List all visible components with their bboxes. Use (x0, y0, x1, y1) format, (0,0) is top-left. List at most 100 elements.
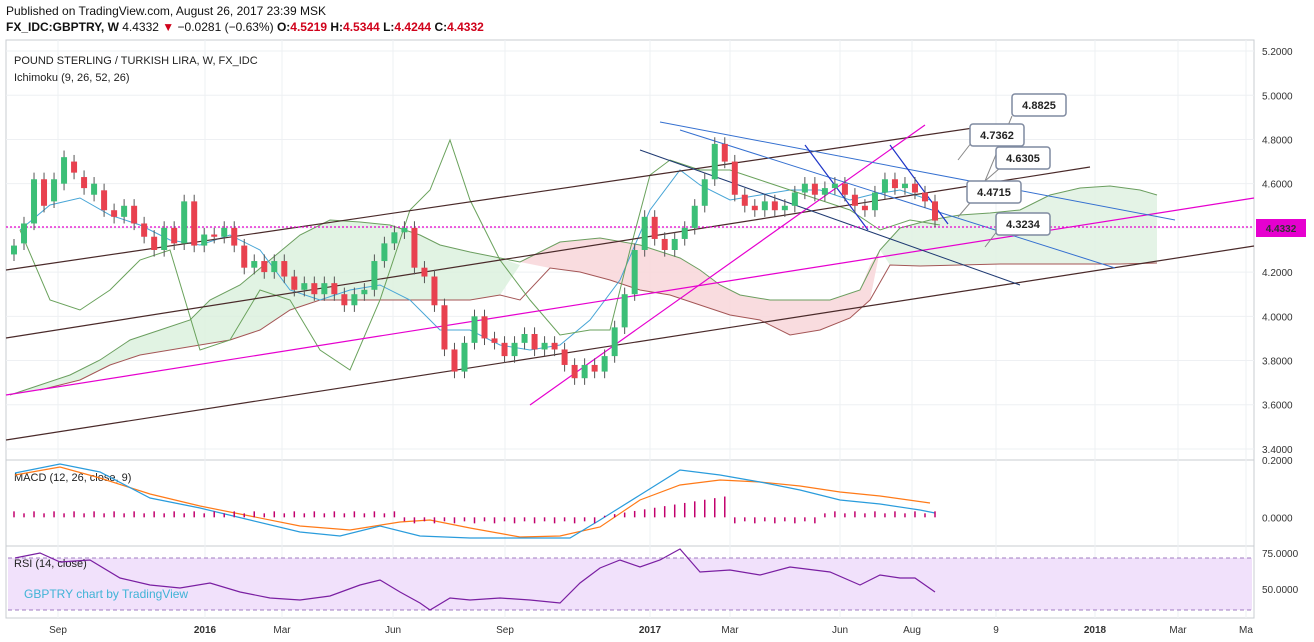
macd-panel (5, 459, 1255, 547)
candle-body (501, 342, 508, 357)
candle-body (591, 364, 598, 372)
macd-axis: 0.2000 0.0000 (1262, 456, 1293, 524)
ichimoku-label: Ichimoku (9, 26, 52, 26) (14, 72, 130, 84)
price-tick: 3.8000 (1262, 357, 1293, 368)
candle-body (861, 205, 868, 211)
candle-body (921, 192, 928, 202)
candle-body (811, 183, 818, 195)
candle-body (201, 234, 208, 246)
candle-body (651, 216, 658, 239)
rsi-band (8, 558, 1252, 610)
candle-body (851, 194, 858, 206)
rsi-line (14, 548, 936, 611)
candle-body (341, 294, 348, 306)
candle-body (641, 216, 648, 250)
rsi-panel (5, 545, 1255, 619)
candle-body (101, 190, 108, 211)
close-label: C: (434, 20, 448, 34)
candle-body (871, 192, 878, 211)
rsi-axis: 75.0000 50.0000 (1262, 549, 1299, 596)
time-tick: Mar (721, 625, 739, 636)
candle-body (111, 210, 118, 217)
price-tick: 3.6000 (1262, 401, 1293, 412)
time-tick: 2016 (194, 625, 217, 636)
candle-body (251, 261, 258, 268)
candle-body (141, 223, 148, 237)
price-axis[interactable]: 5.20005.00004.80004.60004.40004.20004.00… (1262, 47, 1293, 456)
macd-label: MACD (12, 26, close, 9) (14, 472, 131, 484)
candle-body (71, 161, 78, 173)
candle-body (21, 223, 28, 244)
callout-5: 4.3234 (995, 212, 1051, 236)
candle-body (621, 294, 628, 328)
candle-body (561, 349, 568, 365)
candle-body (881, 179, 888, 193)
candle-body (521, 334, 528, 343)
candle-body (701, 179, 708, 206)
candle-body (91, 183, 98, 195)
low-label: L: (383, 20, 395, 34)
callout-4: 4.4715 (966, 180, 1022, 204)
svg-text:4.3234: 4.3234 (1006, 219, 1041, 231)
candle-body (611, 327, 618, 357)
candle-body (691, 205, 698, 228)
candle-body (831, 183, 838, 189)
candle-body (541, 342, 548, 350)
time-axis[interactable]: Sep 2016 Mar Jun Sep 2017 Mar Jun Aug 9 2018 Mar Ma (49, 625, 1253, 636)
candle-body (421, 267, 428, 277)
candle-body (891, 179, 898, 189)
price-tick: 4.0000 (1262, 312, 1293, 323)
svg-text:4.8825: 4.8825 (1022, 100, 1056, 112)
time-tick: Ma (1239, 625, 1253, 636)
candle-body (51, 179, 58, 202)
candle-body (531, 334, 538, 350)
candle-body (791, 192, 798, 206)
callout-2: 4.7362 (969, 123, 1025, 147)
price-tick: 5.2000 (1262, 47, 1293, 58)
candle-body (571, 364, 578, 379)
last-price-tag: 4.4332 (1256, 219, 1306, 237)
candle-body (751, 205, 758, 211)
candle-body (671, 238, 678, 250)
candle-body (711, 143, 718, 180)
price-tick: 4.2000 (1262, 268, 1293, 279)
candle-series (11, 137, 938, 385)
candle-body (31, 179, 38, 224)
candle-body (901, 183, 908, 189)
candle-body (41, 179, 48, 206)
candle-body (261, 261, 268, 273)
candle-body (131, 205, 138, 224)
candle-body (491, 338, 498, 343)
candle-body (291, 276, 298, 290)
candle-body (381, 243, 388, 262)
candle-body (911, 183, 918, 193)
high-label: H: (330, 20, 344, 34)
candle-body (721, 143, 728, 162)
candle-body (781, 205, 788, 211)
candle-body (841, 183, 848, 195)
candle-body (481, 316, 488, 339)
candle-body (401, 227, 408, 233)
low-value: 4.4244 (394, 20, 432, 34)
candle-body (11, 245, 17, 255)
candle-body (191, 201, 198, 246)
down-arrow-icon: ▼ (162, 20, 175, 34)
candle-body (311, 283, 318, 295)
time-tick: Jun (832, 625, 848, 636)
price-tick: 3.4000 (1262, 445, 1293, 456)
time-tick: Aug (903, 625, 921, 636)
candle-body (932, 201, 938, 221)
callouts: 4.8825 4.7362 4.6305 4.4715 4.3234 (957, 93, 1067, 248)
candle-body (441, 305, 448, 350)
candle-body (681, 227, 688, 239)
price-tick: 4.6000 (1262, 180, 1293, 191)
candle-body (321, 283, 328, 295)
macd-tick: 0.2000 (1262, 456, 1293, 467)
time-tick: Jun (385, 625, 401, 636)
candle-body (301, 283, 308, 290)
watermark: GBPTRY chart by TradingView (24, 587, 188, 601)
candle-body (661, 238, 668, 250)
svg-text:4.4715: 4.4715 (977, 187, 1011, 199)
time-tick: 2017 (639, 625, 662, 636)
